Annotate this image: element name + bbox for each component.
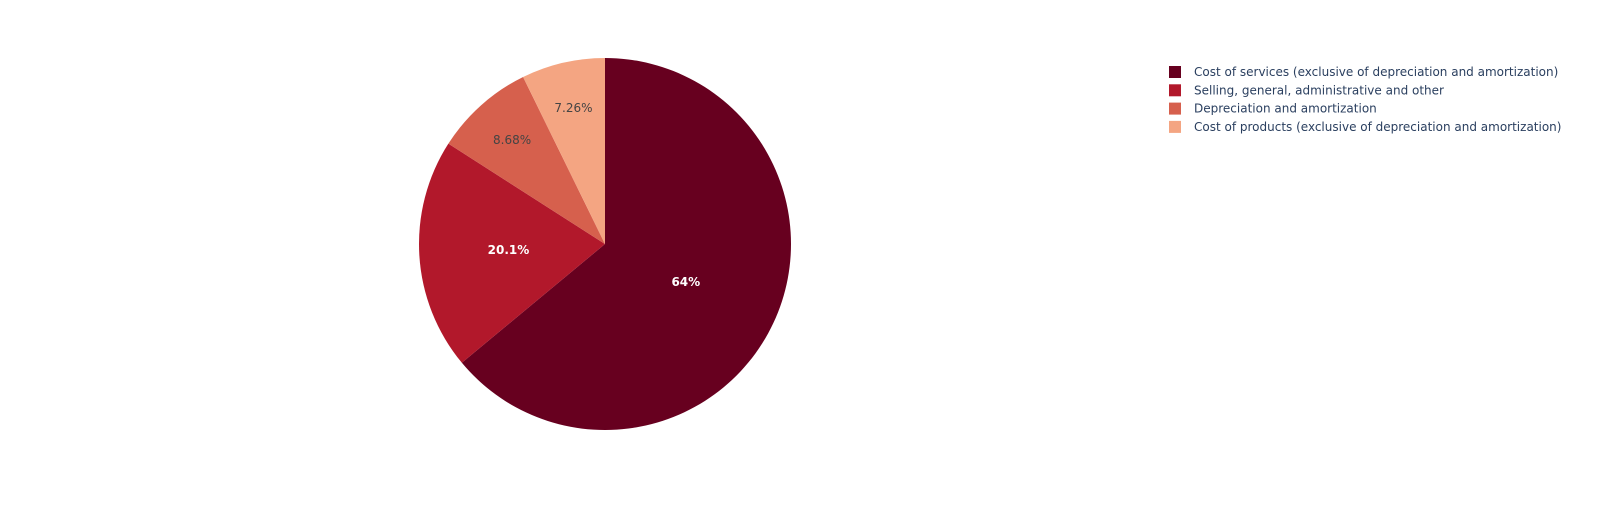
legend-swatch-0[interactable] [1169,66,1181,78]
legend-label-2[interactable]: Depreciation and amortization [1194,102,1377,116]
legend-label-3[interactable]: Cost of products (exclusive of depreciat… [1194,120,1561,134]
legend-swatch-3[interactable] [1169,120,1181,133]
pie-slice-0 [461,58,791,430]
legend-label-1[interactable]: Selling, general, administrative and oth… [1194,83,1444,97]
legend-swatch-1[interactable] [1169,84,1181,97]
slice-percent-label-0: 64% [671,275,700,289]
pie-slice-3 [523,58,605,244]
slice-percent-label-2: 8.68% [493,133,531,147]
pie-slice-1 [418,143,605,363]
legend-swatch-2[interactable] [1169,102,1181,115]
legend-label-0[interactable]: Cost of services (exclusive of depreciat… [1194,65,1558,79]
legend: Cost of services (exclusive of depreciat… [1169,65,1561,134]
pie-slice-2 [448,77,605,244]
pie-slice-labels: 64% 20.1% 8.68% 7.26% [488,101,701,289]
slice-percent-label-1: 20.1% [488,243,530,257]
slice-percent-label-3: 7.26% [554,101,592,115]
pie-slices [418,58,791,430]
